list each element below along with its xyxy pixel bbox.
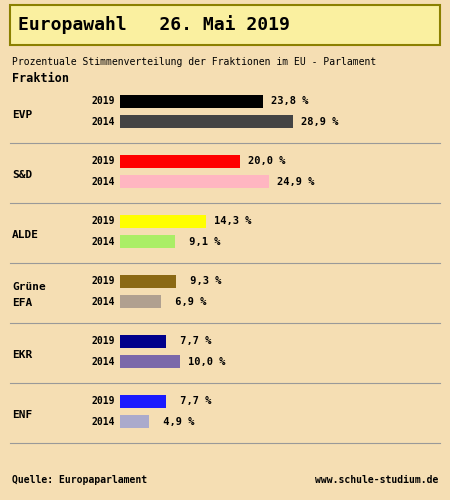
Text: EVP: EVP [12, 110, 32, 120]
Bar [120, 355, 180, 368]
Text: www.schule-studium.de: www.schule-studium.de [315, 475, 438, 485]
Text: Grüne: Grüne [12, 282, 46, 292]
Text: S&D: S&D [12, 170, 32, 180]
Text: Fraktion: Fraktion [12, 72, 69, 85]
Bar [10, 5, 440, 45]
Bar [120, 334, 166, 348]
Text: 9,1 %: 9,1 % [183, 236, 220, 246]
Text: 6,9 %: 6,9 % [169, 296, 207, 306]
Text: 2014: 2014 [91, 176, 115, 186]
Text: 20,0 %: 20,0 % [248, 156, 285, 166]
Text: 14,3 %: 14,3 % [214, 216, 251, 226]
Text: 2014: 2014 [91, 416, 115, 426]
Text: 4,9 %: 4,9 % [158, 416, 195, 426]
Bar [120, 394, 166, 408]
Text: 7,7 %: 7,7 % [174, 396, 212, 406]
Text: 23,8 %: 23,8 % [271, 96, 308, 106]
Text: ENF: ENF [12, 410, 32, 420]
Bar [120, 415, 149, 428]
Bar [120, 115, 293, 128]
Bar [120, 94, 263, 108]
Text: EKR: EKR [12, 350, 32, 360]
Text: 2014: 2014 [91, 356, 115, 366]
Text: 2019: 2019 [91, 396, 115, 406]
Text: 2019: 2019 [91, 336, 115, 346]
Bar [120, 295, 162, 308]
Text: 2019: 2019 [91, 216, 115, 226]
Text: 28,9 %: 28,9 % [302, 116, 339, 126]
Text: 2014: 2014 [91, 236, 115, 246]
Bar [120, 274, 176, 288]
Bar [120, 235, 175, 248]
Bar [120, 154, 240, 168]
Text: 9,3 %: 9,3 % [184, 276, 221, 286]
Text: 7,7 %: 7,7 % [174, 336, 212, 346]
Text: 24,9 %: 24,9 % [277, 176, 315, 186]
Text: 2019: 2019 [91, 156, 115, 166]
Text: Quelle: Europaparlament: Quelle: Europaparlament [12, 475, 147, 485]
Text: 2019: 2019 [91, 96, 115, 106]
Text: EFA: EFA [12, 298, 32, 308]
Bar [120, 175, 270, 188]
Text: 2014: 2014 [91, 296, 115, 306]
Text: ALDE: ALDE [12, 230, 39, 240]
Text: Europawahl   26. Mai 2019: Europawahl 26. Mai 2019 [18, 16, 290, 34]
Text: 10,0 %: 10,0 % [188, 356, 225, 366]
Text: Prozentuale Stimmenverteilung der Fraktionen im EU - Parlament: Prozentuale Stimmenverteilung der Frakti… [12, 57, 376, 67]
Text: 2014: 2014 [91, 116, 115, 126]
Bar [120, 214, 206, 228]
Text: 2019: 2019 [91, 276, 115, 286]
